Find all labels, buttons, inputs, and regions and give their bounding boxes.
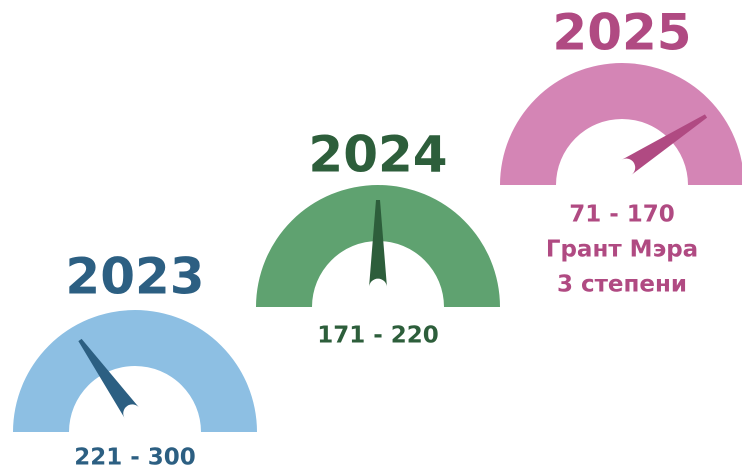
gauge-label: 71 - 170 xyxy=(569,202,675,228)
gauge-needle xyxy=(78,338,140,419)
gauge-year: 2025 xyxy=(552,4,691,62)
gauge-needle xyxy=(369,200,387,288)
gauge-year: 2024 xyxy=(308,126,447,184)
gauge-arc xyxy=(256,185,500,307)
gauge-arc xyxy=(500,63,742,185)
gauge-needle xyxy=(621,114,708,176)
gauge-label: 3 степени xyxy=(557,272,687,298)
gauge-arc xyxy=(13,310,257,432)
gauge-label: 221 - 300 xyxy=(74,445,196,470)
gauge-label: Грант Мэра xyxy=(546,237,698,263)
gauge-label: 171 - 220 xyxy=(317,323,439,349)
gauge-year: 2023 xyxy=(65,248,204,306)
